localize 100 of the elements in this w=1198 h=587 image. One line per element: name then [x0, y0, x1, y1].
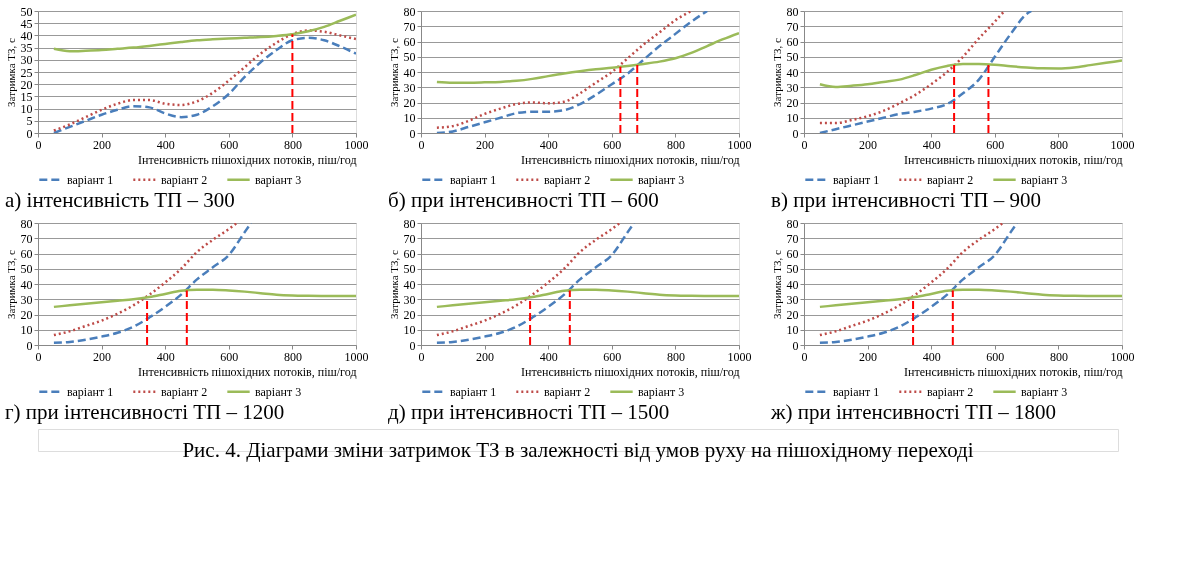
x-tick-label: 1000: [727, 137, 752, 152]
y-tick-label: 15: [20, 89, 33, 104]
x-tick-label: 400: [539, 137, 558, 152]
legend-label: варіант 3: [255, 384, 302, 399]
text: а) інтенсивність ТП – 300: [5, 188, 235, 212]
x-tick-label: 200: [93, 137, 112, 152]
legend-label: варіант 1: [450, 384, 497, 399]
y-tick-label: 0: [26, 338, 33, 353]
x-tick-label: 1000: [344, 349, 369, 364]
legend-label: варіант 1: [833, 172, 880, 187]
line-series: [818, 11, 1033, 133]
legend-label: варіант 2: [927, 384, 974, 399]
y-tick-label: 80: [786, 216, 799, 231]
x-axis-title: Інтенсивність пішохідних потоків, піш/год: [521, 152, 740, 167]
x-axis-title: Інтенсивність пішохідних потоків, піш/год: [904, 364, 1123, 379]
y-axis-title: Затримка ТЗ, с: [770, 37, 783, 107]
line-series: [435, 288, 739, 309]
y-tick-label: 10: [786, 323, 799, 338]
y-tick-label: 40: [786, 277, 799, 292]
x-tick-label: 400: [156, 137, 175, 152]
x-axis-title: Інтенсивність пішохідних потоків, піш/год: [904, 152, 1123, 167]
legend-label: варіант 2: [161, 384, 208, 399]
y-tick-label: 40: [20, 28, 33, 43]
x-tick-label: 600: [986, 137, 1005, 152]
x-tick-label: 600: [220, 137, 239, 152]
y-tick-label: 70: [786, 19, 799, 34]
y-axis-title: Затримка ТЗ, с: [387, 37, 400, 107]
y-tick-label: 0: [792, 338, 799, 353]
x-tick-label: 800: [283, 349, 302, 364]
y-tick-label: 5: [26, 114, 33, 129]
x-axis-title: Інтенсивність пішохідних потоків, піш/год: [138, 152, 357, 167]
text: г) при інтенсивності ТП – 1200: [5, 400, 285, 424]
line-series: [52, 13, 356, 53]
y-tick-label: 50: [403, 262, 416, 277]
y-tick-label: 30: [403, 292, 416, 307]
y-tick-label: 10: [403, 111, 416, 126]
y-tick-label: 0: [792, 126, 799, 141]
y-tick-label: 80: [786, 4, 799, 19]
x-tick-label: 1000: [344, 137, 369, 152]
x-tick-label: 800: [1049, 137, 1068, 152]
x-tick-label: 200: [93, 349, 112, 364]
y-tick-label: 60: [786, 247, 799, 261]
legend-label: варіант 3: [638, 172, 685, 187]
text: Рис. 4. Діаграми зміни затримок ТЗ в залежності від умов руху на пішохідному переході: [182, 438, 974, 462]
x-tick-label: 400: [539, 349, 558, 364]
legend-label: варіант 3: [1021, 384, 1068, 399]
y-tick-label: 60: [403, 247, 416, 261]
y-tick-label: 10: [786, 111, 799, 126]
legend-label: варіант 1: [67, 172, 114, 187]
x-tick-label: 600: [603, 349, 622, 364]
y-tick-label: 20: [20, 77, 33, 92]
line-series: [818, 11, 1006, 125]
line-series: [818, 59, 1122, 89]
line-series: [435, 31, 739, 84]
y-tick-label: 60: [20, 247, 33, 261]
y-tick-label: 0: [409, 126, 416, 141]
legend-label: варіант 3: [1021, 172, 1068, 187]
y-tick-label: 50: [786, 50, 799, 65]
y-tick-label: 20: [786, 308, 799, 322]
x-tick-label: 800: [1049, 349, 1068, 364]
y-tick-label: 20: [20, 308, 33, 322]
x-tick-label: 400: [922, 137, 941, 152]
y-tick-label: 20: [786, 96, 799, 110]
y-tick-label: 0: [26, 126, 33, 141]
y-tick-label: 50: [786, 262, 799, 277]
y-tick-label: 60: [786, 35, 799, 49]
y-tick-label: 10: [20, 102, 33, 117]
x-tick-label: 200: [859, 349, 878, 364]
y-axis-title: Затримка ТЗ, с: [770, 249, 783, 319]
legend-label: варіант 1: [67, 384, 114, 399]
y-axis-title: Затримка ТЗ, с: [4, 37, 17, 107]
y-tick-label: 45: [20, 16, 33, 31]
y-tick-label: 70: [403, 231, 416, 246]
y-tick-label: 50: [403, 50, 416, 65]
legend-label: варіант 2: [544, 172, 591, 187]
x-tick-label: 800: [283, 137, 302, 152]
y-tick-label: 0: [409, 338, 416, 353]
y-tick-label: 40: [20, 277, 33, 292]
y-tick-label: 40: [403, 65, 416, 80]
x-tick-label: 200: [476, 349, 495, 364]
x-axis-title: Інтенсивність пішохідних потоків, піш/год: [521, 364, 740, 379]
y-tick-label: 70: [403, 19, 416, 34]
x-tick-label: 400: [156, 349, 175, 364]
y-tick-label: 40: [786, 65, 799, 80]
line-series: [818, 288, 1122, 309]
x-tick-label: 1000: [1110, 137, 1135, 152]
x-tick-label: 400: [922, 349, 941, 364]
x-tick-label: 1000: [1110, 349, 1135, 364]
y-tick-label: 10: [20, 323, 33, 338]
y-tick-label: 50: [20, 262, 33, 277]
x-tick-label: 200: [476, 137, 495, 152]
text: ж) при інтенсивності ТП – 1800: [770, 400, 1057, 424]
legend-label: варіант 2: [161, 172, 208, 187]
x-tick-label: 800: [666, 349, 685, 364]
y-tick-label: 40: [403, 277, 416, 292]
legend-label: варіант 1: [833, 384, 880, 399]
y-tick-label: 60: [403, 35, 416, 49]
x-axis-title: Інтенсивність пішохідних потоків, піш/год: [138, 364, 357, 379]
y-tick-label: 80: [403, 4, 416, 19]
x-tick-label: 1000: [727, 349, 752, 364]
